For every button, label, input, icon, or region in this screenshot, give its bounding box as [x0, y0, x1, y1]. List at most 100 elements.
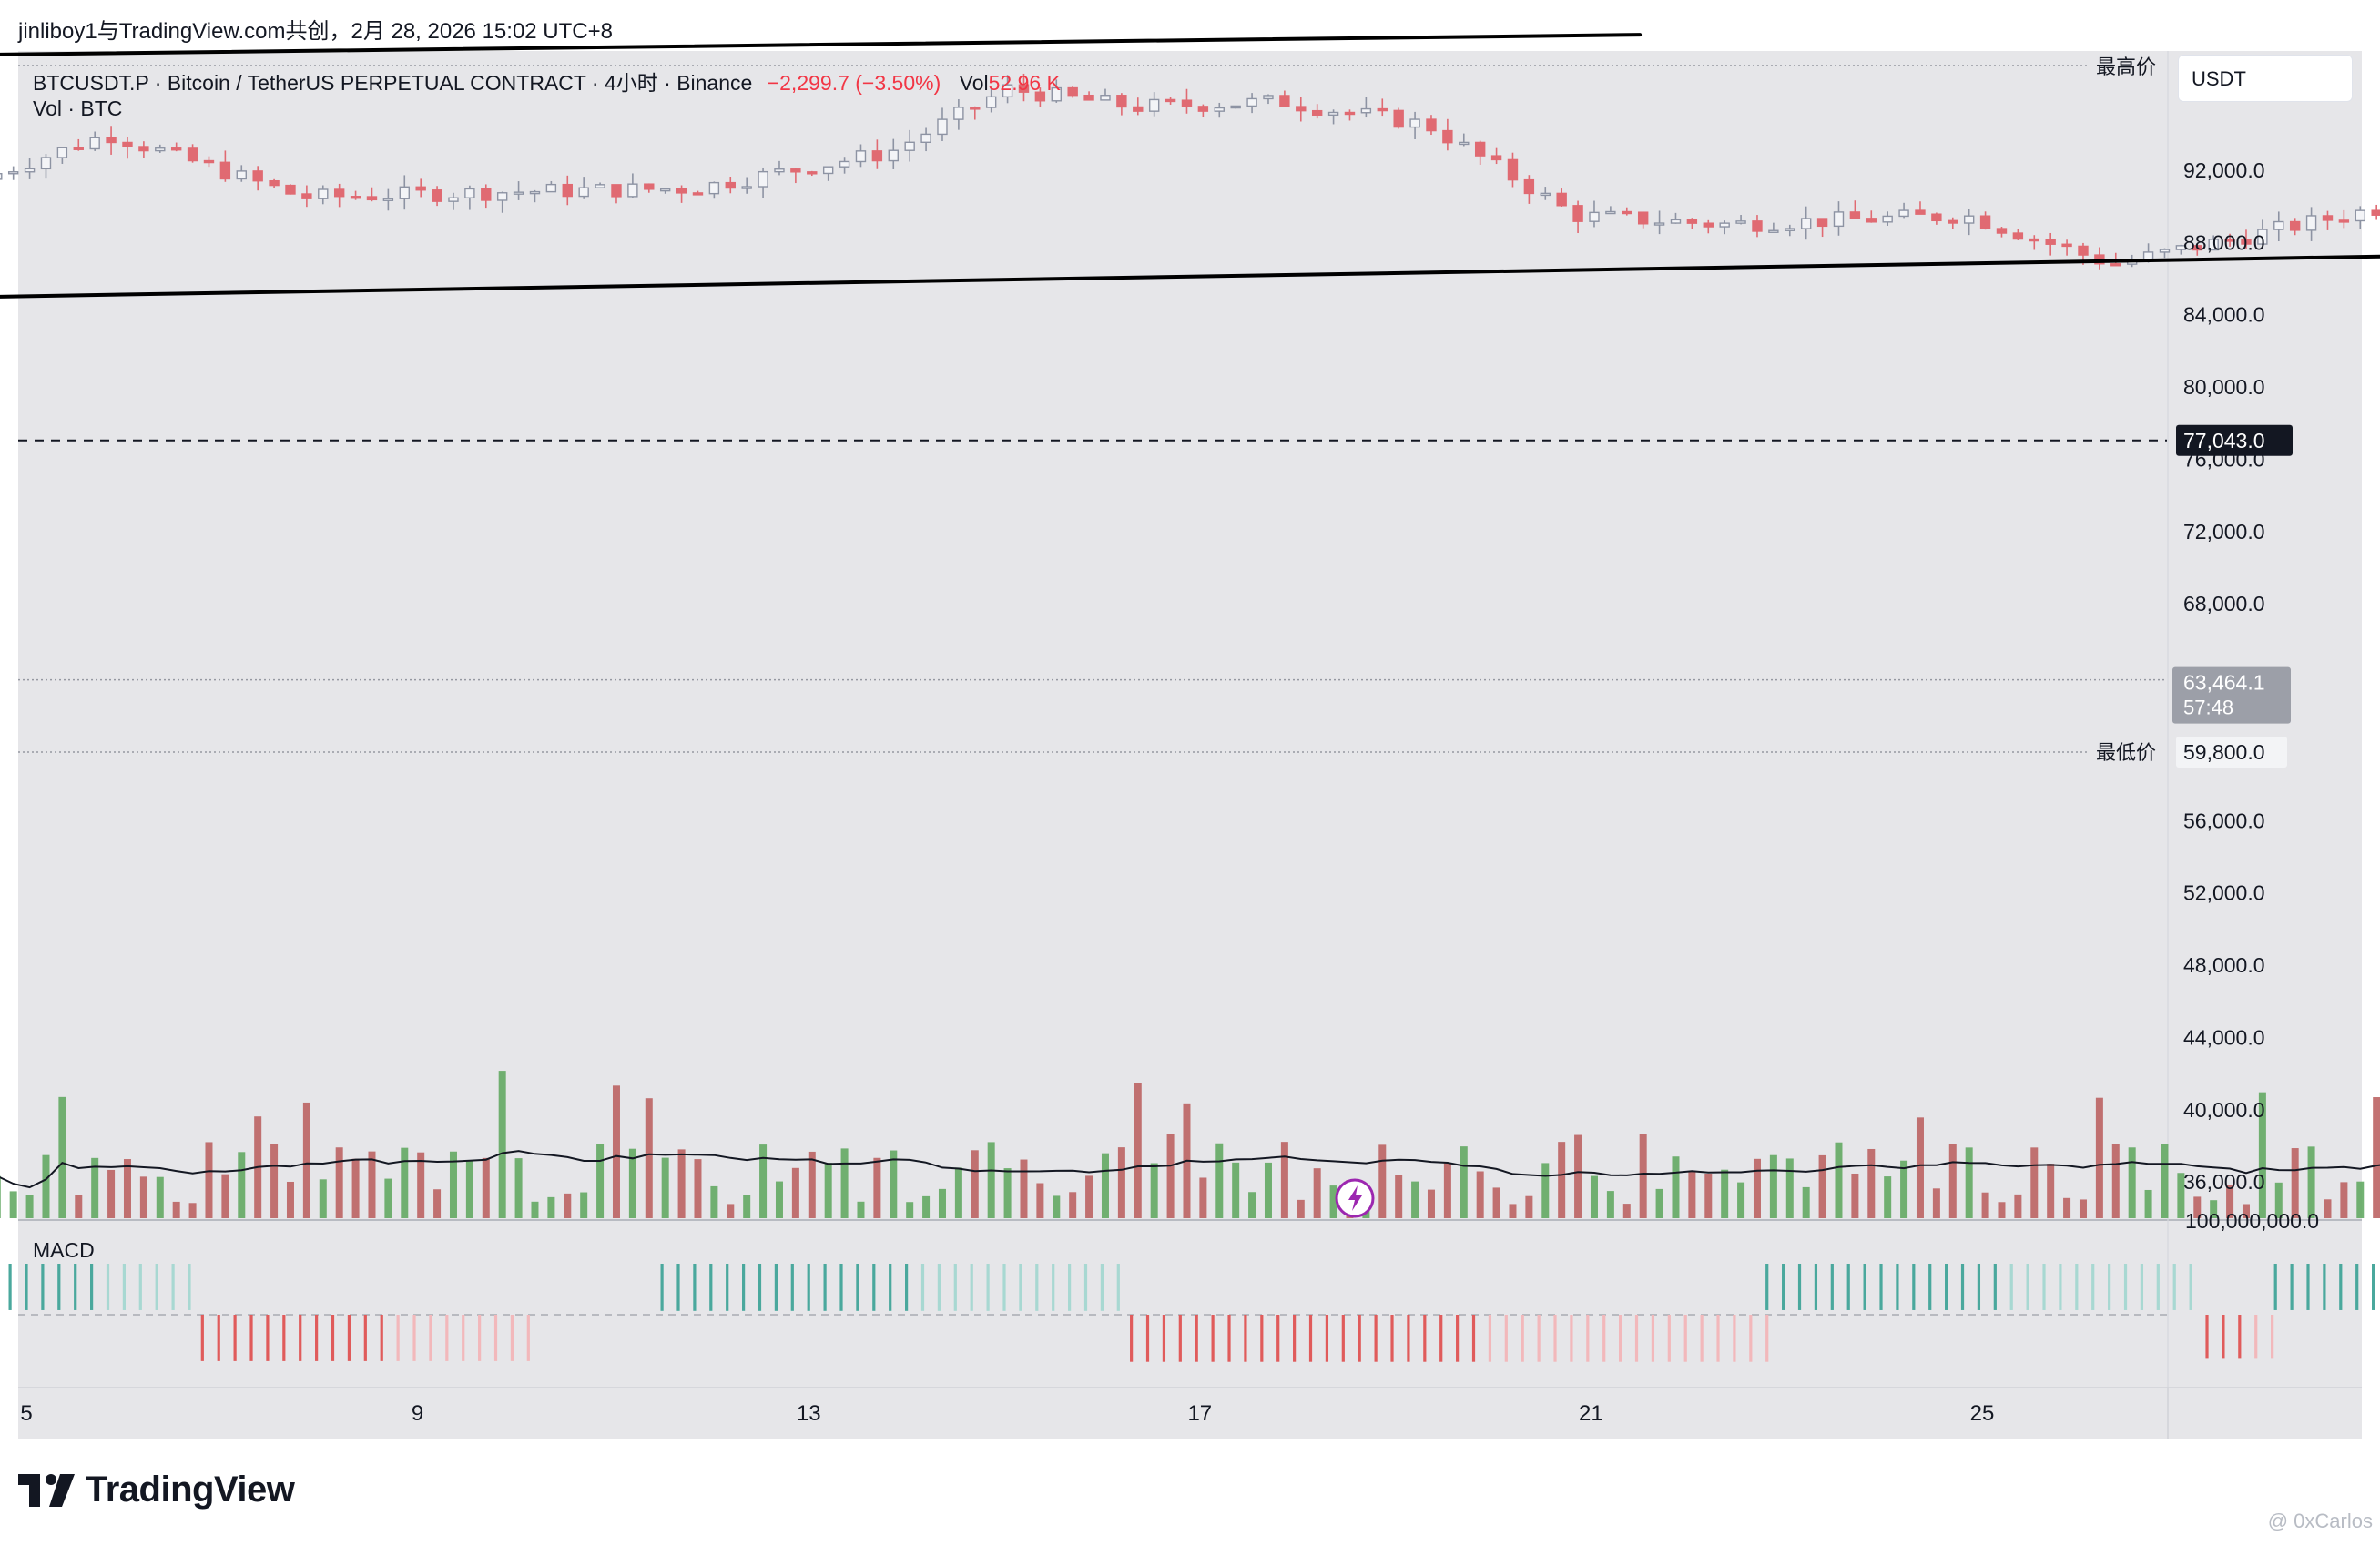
price-candle [692, 190, 704, 196]
candle-body [1034, 91, 1046, 102]
volume-bar [9, 1191, 17, 1218]
macd-histogram-bar [106, 1264, 110, 1310]
tradingview-logo[interactable]: TradingView [18, 1470, 295, 1510]
price-candle [1360, 97, 1372, 118]
candle-body [1165, 98, 1176, 103]
target-price-tag[interactable]: 77,043.0 [2183, 429, 2265, 453]
price-candle [985, 88, 997, 113]
candle-body [1490, 155, 1502, 161]
volume-bar [1916, 1117, 1924, 1218]
macd-histogram-bar [1683, 1315, 1687, 1362]
currency-selector[interactable]: USDT [2178, 55, 2353, 102]
volume-bar [1053, 1195, 1061, 1218]
macd-histogram-bar [2273, 1264, 2277, 1310]
volume-bar [1606, 1191, 1614, 1218]
candle-body [2273, 220, 2284, 230]
top-edge-trendline[interactable] [0, 33, 1643, 56]
volume-bar [2340, 1182, 2348, 1218]
macd-histogram-bar [299, 1315, 302, 1361]
candle-body [1996, 228, 2008, 234]
symbol-legend[interactable]: BTCUSDT.P · Bitcoin / TetherUS PERPETUAL… [33, 66, 1061, 97]
price-candle [382, 188, 394, 211]
macd-histogram-bar [1765, 1264, 1769, 1310]
volume-bar [1232, 1162, 1240, 1218]
volume-bar [857, 1201, 865, 1218]
volume-bar [2356, 1181, 2365, 1218]
price-candle [415, 178, 426, 198]
price-candle [1556, 188, 1567, 208]
volume-bar [938, 1188, 946, 1218]
last-price-tag[interactable]: 63,464.1 [2183, 671, 2265, 695]
alert-lightning-icon[interactable] [1335, 1178, 1375, 1218]
volume-bar [2063, 1197, 2071, 1218]
candle-body [595, 184, 605, 188]
candle-body [1067, 86, 1078, 97]
macd-histogram-bar [2075, 1264, 2079, 1310]
candle-body [318, 188, 329, 199]
volume-bar [2242, 1204, 2250, 1218]
volume-bar [564, 1193, 572, 1218]
upper-trendline[interactable] [0, 201, 2380, 299]
candle-body [2045, 239, 2056, 245]
volume-bar [1802, 1186, 1810, 1218]
price-candle [937, 107, 948, 141]
macd-histogram-bar [1100, 1264, 1104, 1311]
macd-histogram-bar [90, 1264, 94, 1310]
macd-histogram-bar [1260, 1315, 1264, 1362]
macd-histogram-bar [1211, 1315, 1215, 1362]
macd-histogram-bar [315, 1315, 319, 1361]
macd-histogram-bar [1035, 1264, 1039, 1311]
volume-bar [2291, 1148, 2299, 1218]
candle-body [839, 160, 850, 168]
volume-bar [302, 1102, 310, 1218]
price-candle [1474, 140, 1486, 165]
low-price-tag[interactable]: 59,800.0 [2183, 740, 2265, 764]
macd-histogram-bar [1116, 1264, 1120, 1311]
price-candle [644, 183, 655, 193]
macd-histogram-bar [1700, 1315, 1704, 1362]
candle-body [627, 183, 638, 198]
price-candle [1393, 107, 1404, 129]
macd-histogram-bar [1130, 1315, 1134, 1362]
candle-body [1653, 222, 1665, 226]
macd-histogram-bar [171, 1264, 175, 1310]
candle-body [432, 189, 442, 202]
price-candle [2012, 229, 2024, 240]
candle-body [170, 147, 182, 151]
price-candle [2061, 239, 2072, 256]
price-candle [659, 188, 671, 194]
price-candle [1963, 209, 1975, 236]
candle-body [1523, 178, 1535, 195]
macd-histogram-bar [1308, 1315, 1313, 1362]
volume-bar [1818, 1154, 1826, 1218]
price-candle [122, 137, 133, 159]
price-candle [1882, 211, 1893, 226]
candle-body [513, 191, 524, 195]
volume-pane-label[interactable]: Vol · BTC [33, 97, 123, 120]
macd-pane-label[interactable]: MACD [33, 1238, 95, 1262]
price-candle [1100, 88, 1111, 101]
candle-body [1915, 209, 1926, 215]
volume-bar [91, 1157, 99, 1218]
volume-bar [1101, 1153, 1109, 1218]
candle-body [2289, 220, 2301, 231]
macd-histogram-bar [1879, 1264, 1883, 1310]
candle-body [1327, 111, 1339, 116]
price-candle [1311, 104, 1323, 119]
candle-body [1344, 111, 1356, 116]
price-candle [2224, 233, 2235, 247]
volume-bar [1297, 1199, 1305, 1218]
volume-bar [1835, 1142, 1843, 1218]
candle-body [1882, 215, 1893, 223]
candle-body [611, 184, 622, 198]
volume-label: Vol [959, 71, 989, 95]
volume-bar [433, 1189, 442, 1218]
price-candle [1377, 98, 1388, 117]
macd-histogram-bar [1178, 1315, 1182, 1362]
macd-histogram-bar [790, 1264, 794, 1311]
price-candle [481, 184, 492, 209]
macd-histogram-bar [1068, 1264, 1072, 1311]
macd-histogram-bar [1052, 1264, 1055, 1311]
price-candle [40, 154, 52, 179]
